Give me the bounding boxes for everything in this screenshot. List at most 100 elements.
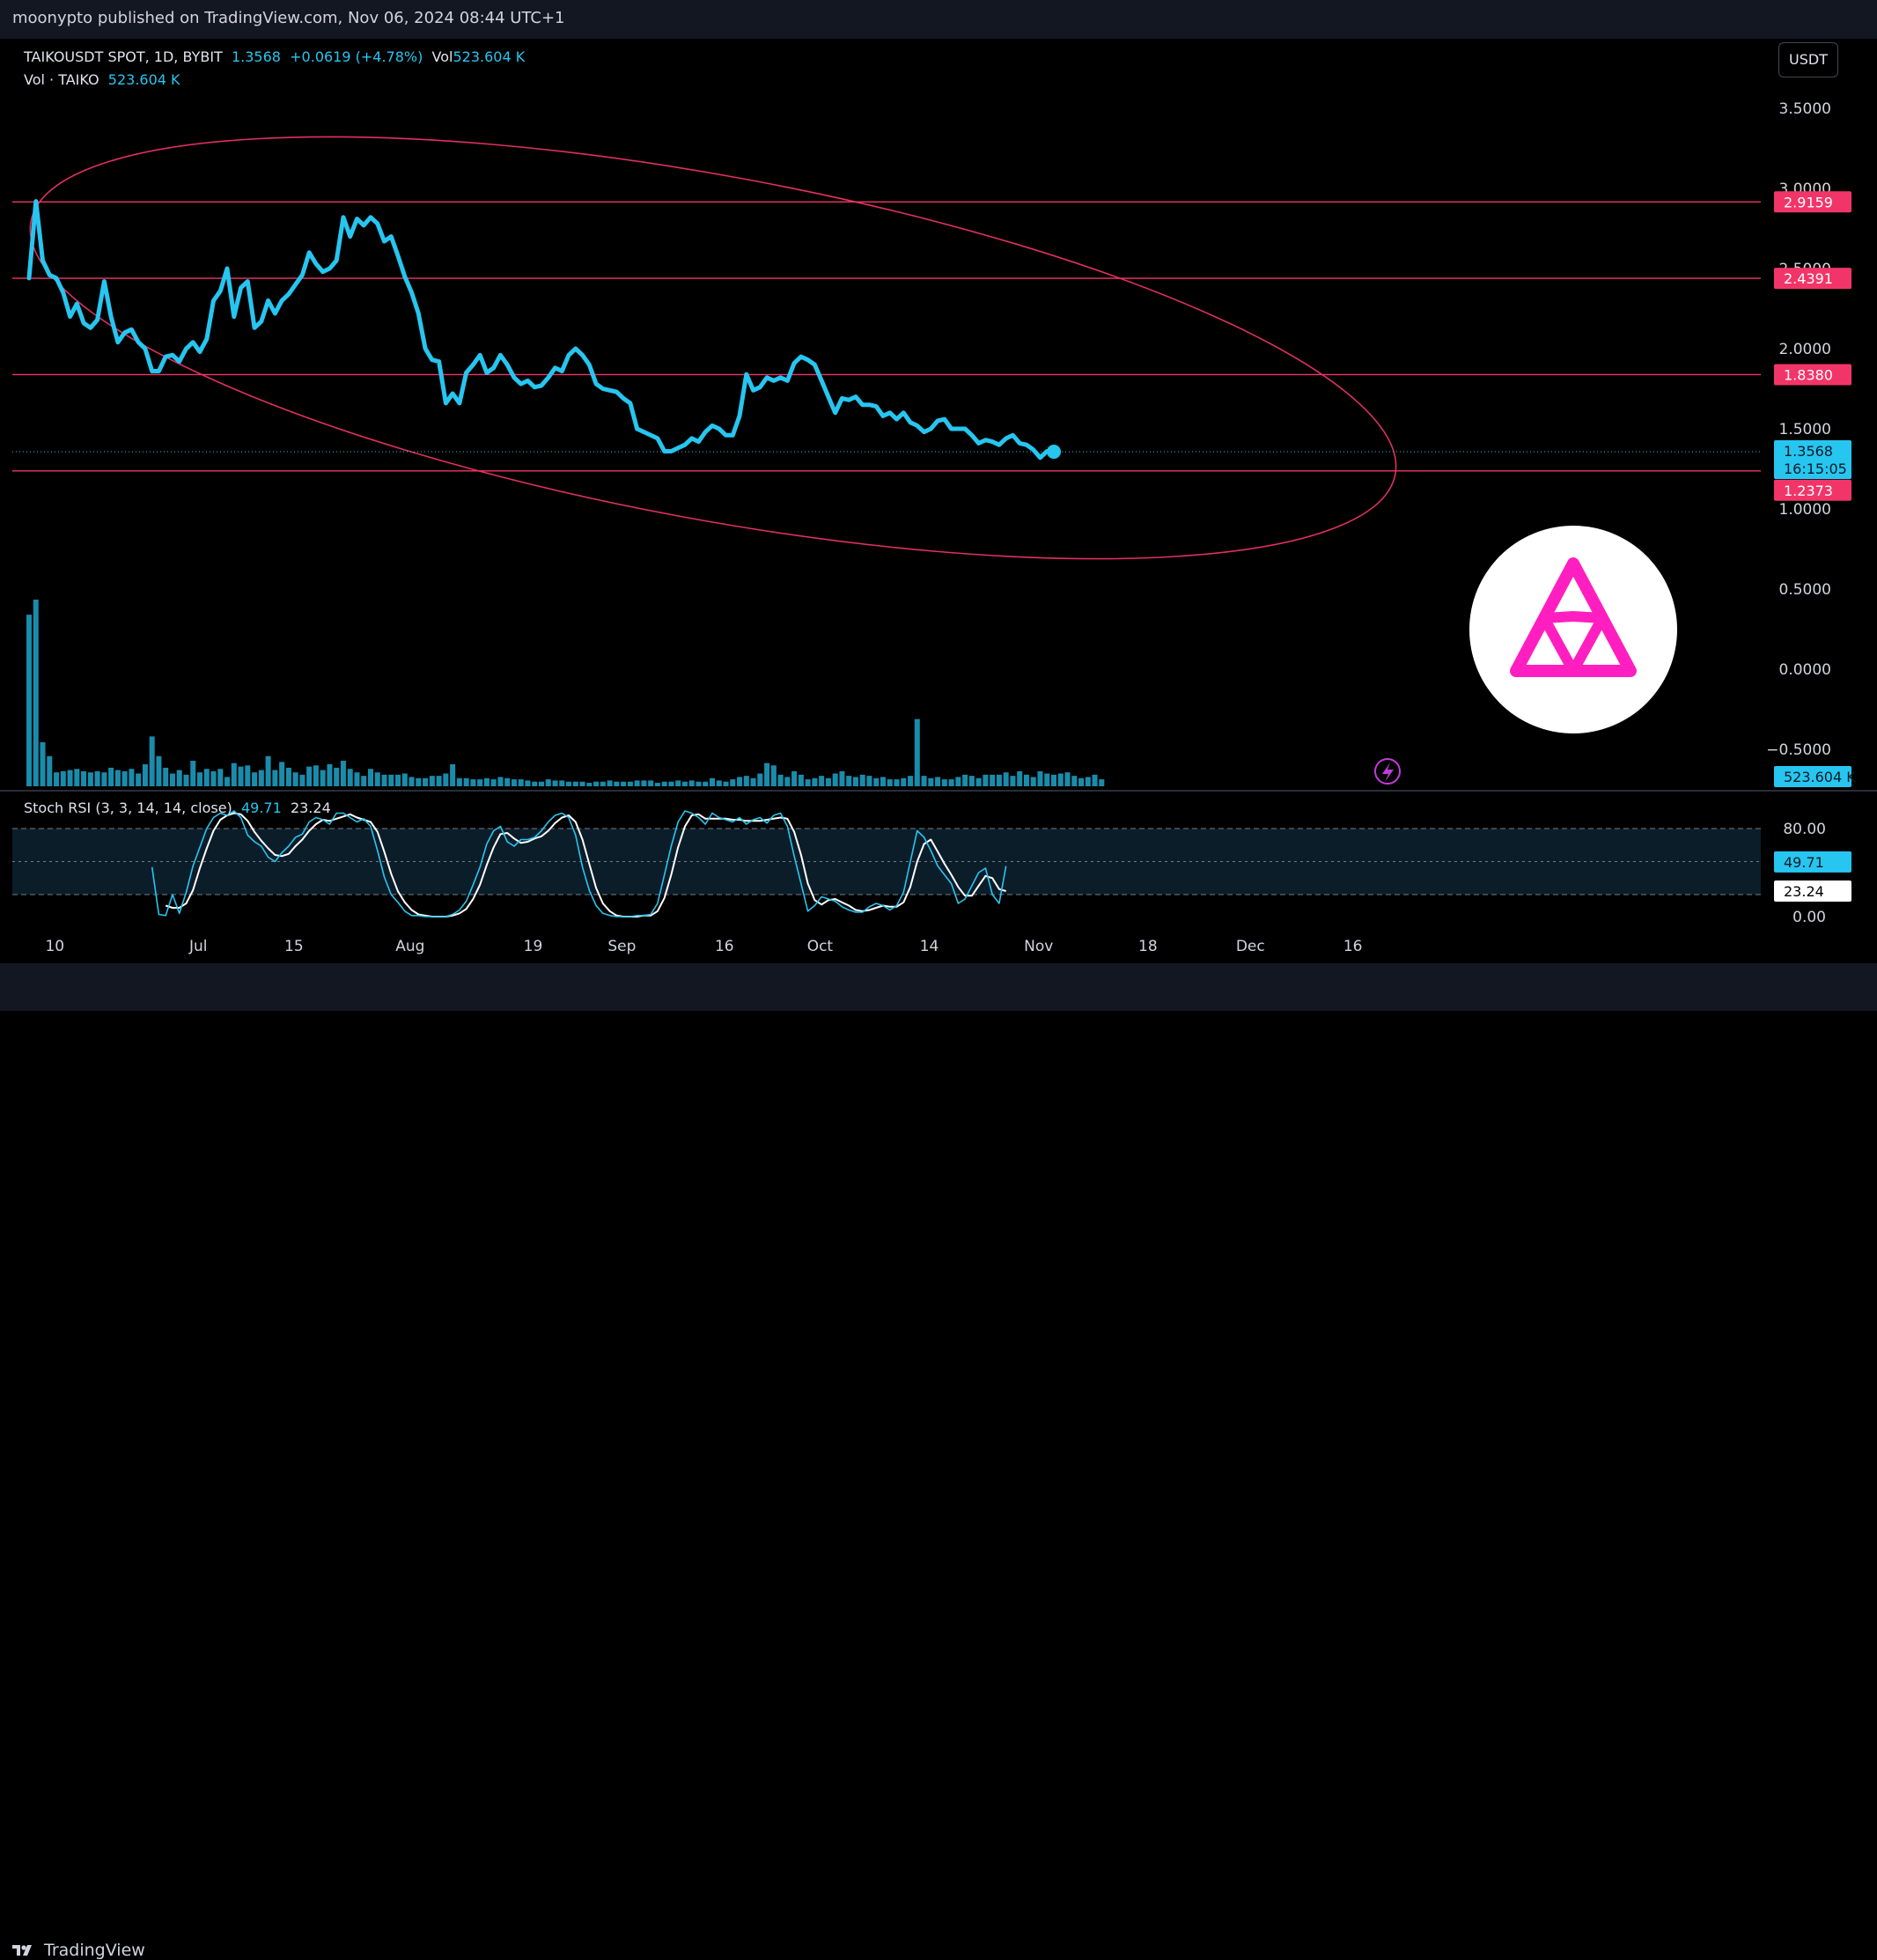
volume-bar [887, 779, 893, 786]
x-tick-label: Oct [807, 938, 834, 955]
volume-bar [784, 777, 791, 786]
volume-bar [1071, 776, 1078, 786]
volume-bar [1085, 777, 1091, 786]
volume-study-label: Vol · TAIKO [24, 71, 99, 88]
lightning-alert-icon[interactable] [1374, 758, 1401, 785]
volume-bar [101, 772, 107, 786]
volume-bar [217, 769, 224, 786]
symbol-row[interactable]: TAIKOUSDT SPOT, 1D, BYBIT 1.3568 +0.0619… [24, 46, 525, 69]
volume-bar [798, 774, 804, 786]
volume-bar [395, 774, 401, 786]
y-tick-label: 2.0000 [1779, 341, 1831, 358]
volume-bar [552, 780, 558, 786]
volume-bar [777, 774, 784, 786]
brand-label: TradingView [44, 1941, 145, 1960]
volume-bar [258, 770, 264, 786]
volume-bar [136, 773, 142, 786]
volume-bar [539, 781, 544, 786]
volume-bar [121, 770, 128, 786]
level-badge-text: 1.2373 [1784, 483, 1833, 499]
level-badge-text: 2.9159 [1784, 194, 1833, 210]
volume-bar [839, 770, 845, 786]
volume-bar [586, 783, 593, 786]
volume-bar [1078, 777, 1085, 786]
volume-bar [456, 777, 462, 786]
level-badge: 2.9159 [1774, 191, 1851, 213]
volume-bar [901, 777, 907, 786]
x-tick-label: 19 [524, 938, 543, 955]
volume-row[interactable]: Vol · TAIKO 523.604 K [24, 69, 525, 92]
chart-canvas[interactable]: 3.50003.00002.50002.00001.50001.00000.50… [0, 0, 1877, 1011]
tradingview-logo-icon [12, 1945, 32, 1956]
volume-bar [880, 777, 886, 786]
volume-bar [497, 777, 504, 786]
volume-bar [60, 770, 66, 786]
level-badge-bg [1774, 364, 1851, 386]
volume-bar [47, 755, 53, 786]
volume-bar [948, 779, 954, 786]
price-line [26, 199, 1056, 461]
volume-bar [265, 755, 271, 786]
x-tick-label: 16 [1343, 938, 1363, 955]
volume-bar [1099, 779, 1105, 786]
volume-bar [730, 779, 736, 786]
y-tick-label: 0.5000 [1779, 581, 1831, 599]
volume-bar [409, 777, 415, 786]
currency-button[interactable]: USDT [1778, 42, 1838, 77]
stoch-k-badge-text: 49.71 [1784, 854, 1824, 871]
volume-bar [354, 772, 360, 786]
y-tick-label: 0.0000 [1779, 661, 1831, 679]
price-change: +0.0619 (+4.78%) [290, 48, 423, 65]
volume-bar [710, 777, 715, 786]
volume-bar [607, 780, 613, 786]
volume-bar [648, 780, 654, 786]
volume-bar [935, 777, 941, 786]
x-tick-label: 16 [715, 938, 734, 955]
volume-bar [1023, 774, 1029, 786]
volume-study-value: 523.604 K [107, 71, 180, 88]
volume-bar [894, 779, 900, 786]
level-badge: 1.8380 [1774, 364, 1851, 386]
x-tick-label: 14 [920, 938, 939, 955]
volume-bar [190, 761, 196, 786]
chart-frame[interactable] [12, 39, 1865, 963]
level-badge-bg [1774, 479, 1851, 501]
volume-bar [347, 769, 353, 786]
volume-bar [511, 779, 517, 786]
volume-bar [94, 770, 100, 786]
publish-header: moonypto published on TradingView.com, N… [0, 0, 1877, 39]
stoch-d-badge-text: 23.24 [1784, 883, 1824, 900]
volume-bar [525, 780, 531, 786]
volume-badge-bg [1774, 766, 1851, 787]
ellipse-annotation[interactable] [0, 53, 1426, 644]
volume-bar [183, 774, 189, 786]
volume-bar [812, 777, 818, 786]
volume-bar [627, 781, 633, 786]
volume-bar [320, 770, 326, 786]
volume-bar [163, 767, 169, 786]
volume-bar [559, 780, 565, 786]
stoch-legend[interactable]: Stoch RSI (3, 3, 14, 14, close) 49.71 23… [24, 799, 331, 816]
volume-bar [33, 600, 39, 786]
level-badge-bg [1774, 268, 1851, 290]
tradingview-brand[interactable]: TradingView [12, 1941, 145, 1960]
volume-bar [306, 766, 313, 786]
y-tick-label: 1.5000 [1779, 421, 1831, 438]
volume-bar [238, 766, 244, 786]
volume-bar [114, 770, 121, 786]
volume-bar [285, 767, 291, 786]
volume-bar [272, 770, 278, 786]
volume-badge-text: 523.604 K [1784, 769, 1856, 785]
volume-bar [156, 755, 162, 786]
volume-bar [566, 781, 572, 786]
volume-bar [1037, 770, 1043, 786]
x-tick-label: Jul [188, 938, 208, 955]
volume-bar [846, 776, 852, 786]
volume-bar [532, 781, 538, 786]
x-tick-label: Dec [1236, 938, 1265, 955]
volume-badge: 523.604 K [1774, 766, 1856, 787]
volume-bar [292, 772, 298, 786]
volume-bar [108, 767, 114, 786]
volume-bar [231, 763, 237, 786]
level-badge: 1.2373 [1774, 479, 1851, 501]
